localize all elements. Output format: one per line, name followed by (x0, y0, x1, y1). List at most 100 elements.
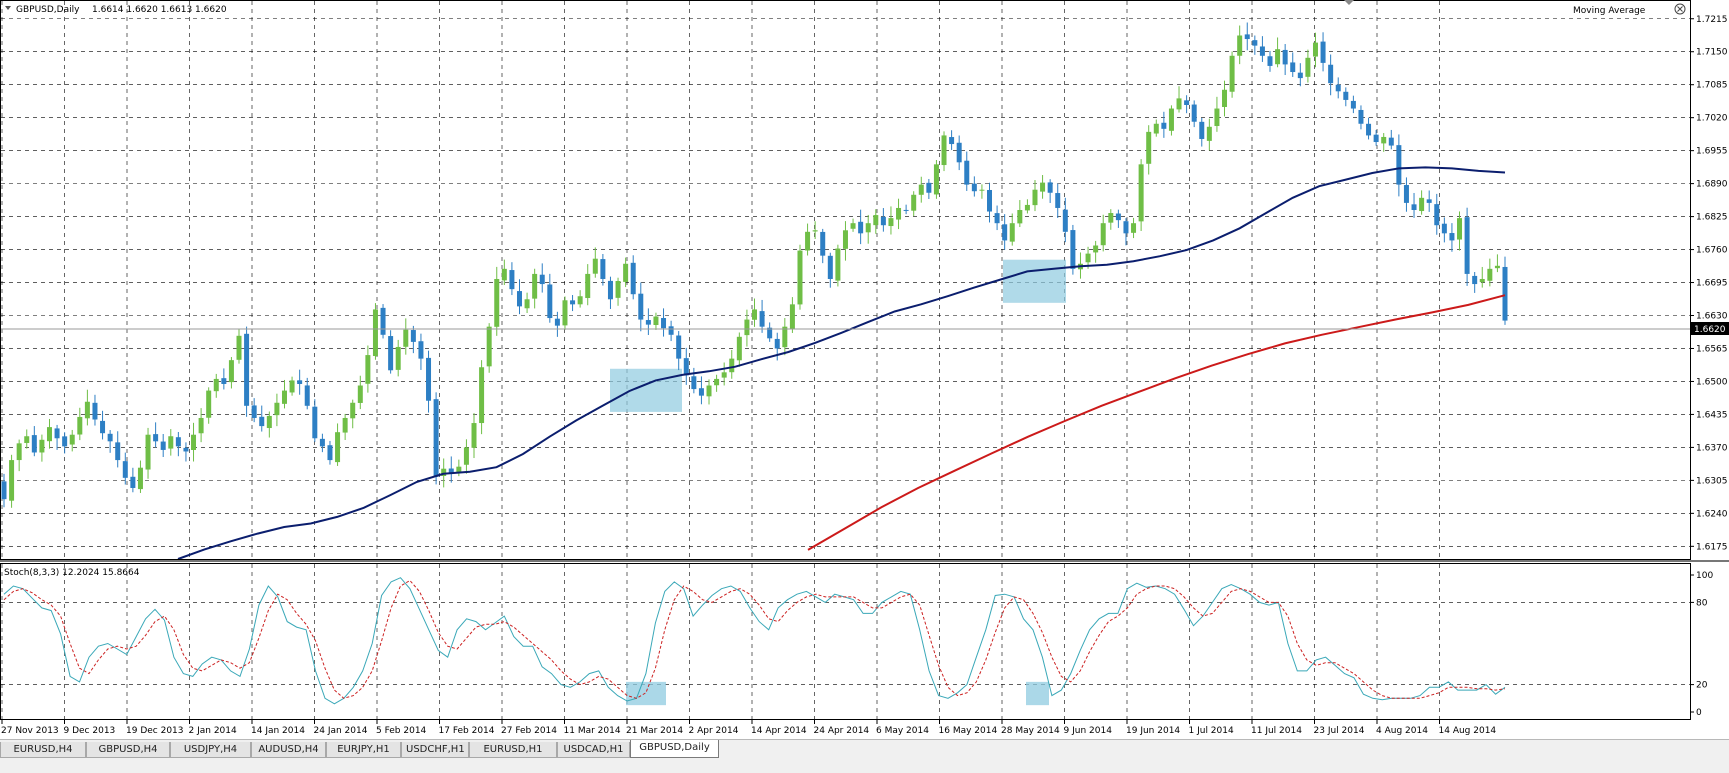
candle-up (1146, 131, 1152, 164)
candle-up (782, 326, 788, 348)
candle-up (1222, 89, 1228, 107)
candle-up (888, 218, 894, 227)
y-tick-label: 1.6175 (1696, 542, 1728, 552)
x-tick-label: 16 May 2014 (939, 726, 998, 736)
chart-canvas[interactable]: 1.7215 1.7150 1.7085 1.7020 1.6955 1.6890 1.68… (0, 0, 1729, 739)
candle-down (1070, 230, 1076, 269)
candle-down (259, 416, 265, 427)
chart-tab[interactable]: USDJPY,H4 (170, 742, 251, 758)
candle-up (357, 385, 363, 403)
candle-up (501, 268, 507, 281)
candle-up (198, 417, 204, 434)
x-tick-label: 19 Dec 2013 (126, 726, 184, 736)
candle-down (107, 433, 113, 442)
candlesticks (1, 22, 1508, 508)
triangle-down-icon (5, 6, 11, 10)
candle-up (865, 223, 871, 233)
candle-down (448, 468, 454, 474)
candle-down (858, 221, 864, 234)
stochastic-lines (3, 577, 1506, 705)
candle-down (1403, 185, 1409, 203)
candle-down (410, 330, 416, 342)
candle-up (16, 443, 22, 461)
candle-down (949, 137, 955, 145)
candle-down (1396, 145, 1402, 185)
triangle-down-icon[interactable] (1344, 0, 1354, 5)
x-tick-label: 4 Aug 2014 (1376, 726, 1428, 736)
candle-up (9, 460, 15, 501)
y-tick-label: 1.6370 (1696, 443, 1728, 453)
y-tick-label: 1.7150 (1696, 48, 1728, 58)
y-tick-label: 20 (1696, 681, 1708, 691)
price-axis: 1.7215 1.7150 1.7085 1.7020 1.6955 1.6890 1.68… (1690, 15, 1728, 552)
candle-up (77, 416, 83, 435)
candle-up (706, 385, 712, 397)
candle-down (380, 307, 386, 335)
y-tick-label: 0 (1696, 708, 1702, 718)
candle-down (956, 142, 962, 163)
candle-down (509, 270, 515, 290)
y-tick-label: 1.6565 (1696, 344, 1728, 354)
candle-down (1047, 182, 1053, 193)
candle-down (1259, 46, 1265, 56)
candle-down (1350, 100, 1356, 109)
candle-down (971, 183, 977, 192)
candle-up (46, 427, 52, 442)
y-tick-label: 1.6630 (1696, 312, 1728, 322)
candle-down (100, 420, 106, 434)
candle-down (661, 318, 667, 329)
candle-up (137, 467, 143, 490)
candle-up (1085, 253, 1091, 263)
symbol-tab-bar: EURUSD,H4 GBPUSD,H4 USDJPY,H4 AUDUSD,H4 EURJ… (0, 739, 1729, 773)
candle-down (1366, 123, 1372, 136)
candle-down (638, 293, 644, 320)
candle-down (1184, 100, 1190, 105)
candle-up (933, 164, 939, 195)
candle-up (191, 434, 197, 451)
candle-up (1017, 209, 1023, 224)
candle-up (335, 432, 341, 463)
candle-down (1502, 266, 1508, 321)
candle-up (1479, 278, 1485, 283)
candle-down (539, 274, 545, 285)
candle-down (554, 318, 560, 326)
chart-tab[interactable]: USDCAD,H1 (557, 742, 630, 758)
candle-down (987, 189, 993, 212)
candle-down (312, 406, 318, 439)
candle-down (683, 358, 689, 376)
candle-up (403, 329, 409, 347)
y-tick-label: 1.6305 (1696, 476, 1728, 486)
stoch-plot-frame (0, 563, 1691, 720)
chart-tab[interactable]: AUDUSD,H4 (251, 742, 326, 758)
chart-tab[interactable]: EURUSD,H4 (0, 742, 86, 758)
candle-up (835, 248, 841, 281)
highlight-box (1003, 259, 1066, 303)
candle-up (494, 278, 500, 327)
close-circle-icon[interactable] (1674, 3, 1686, 15)
candle-up (1168, 108, 1174, 131)
chart-tab[interactable]: GBPUSD,Daily (630, 740, 719, 758)
candle-down (418, 341, 424, 359)
candle-down (1472, 275, 1478, 285)
candle-up (1138, 164, 1144, 222)
candle-up (941, 135, 947, 166)
chart-tab[interactable]: GBPUSD,H4 (86, 742, 170, 758)
candle-down (1328, 64, 1334, 84)
candle-down (820, 231, 826, 256)
chart-tab[interactable]: USDCHF,H1 (401, 742, 469, 758)
symbol-title: GBPUSD,Daily (16, 5, 80, 15)
candle-down (880, 216, 886, 226)
chart-tab[interactable]: EURJPY,H1 (326, 742, 401, 758)
time-axis: 27 Nov 2013 9 Dec 2013 19 Dec 2013 2 Jan 20… (1, 720, 1496, 736)
candle-up (1176, 98, 1182, 110)
candle-down (1191, 104, 1197, 122)
highlight-box (610, 368, 682, 412)
candle-up (213, 378, 219, 392)
candle-down (570, 300, 576, 305)
chart-tab[interactable]: EURUSD,H1 (469, 742, 557, 758)
x-tick-label: 23 Jul 2014 (1314, 726, 1365, 736)
candle-up (729, 358, 735, 373)
x-tick-label: 2 Apr 2014 (689, 726, 739, 736)
x-tick-label: 27 Feb 2014 (501, 726, 557, 736)
x-tick-label: 19 Jun 2014 (1126, 726, 1180, 736)
